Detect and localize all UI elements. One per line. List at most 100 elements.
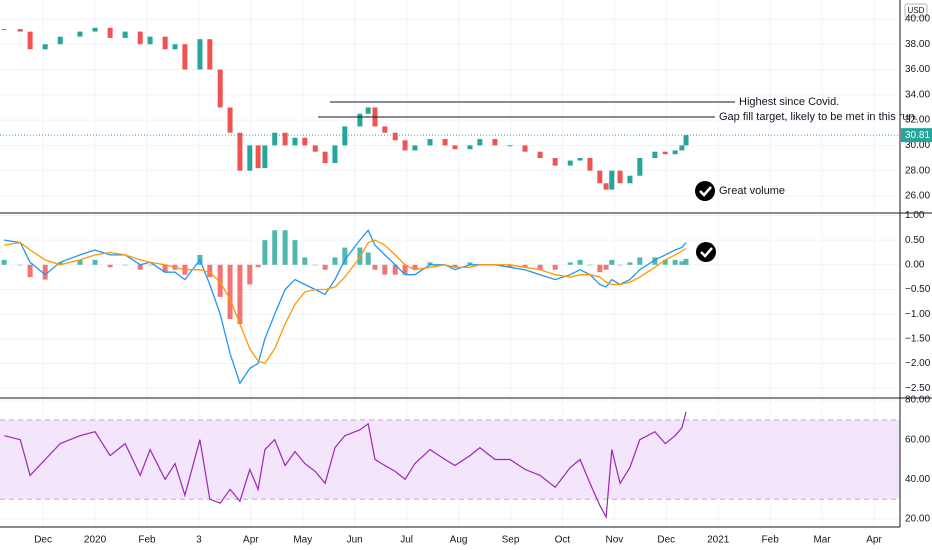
candle <box>27 31 33 50</box>
macd-histogram-bar <box>332 257 338 265</box>
macd-histogram-bar <box>247 264 253 285</box>
macd-histogram-bar <box>27 264 33 278</box>
y-tick-label: 0.00 <box>905 259 925 270</box>
candle <box>227 107 233 133</box>
candle <box>1 29 7 31</box>
candle <box>332 145 338 164</box>
macd-histogram-bar <box>162 264 168 273</box>
macd-histogram-bar <box>577 259 583 265</box>
macd-histogram-bar <box>302 257 308 265</box>
last-price-label: 30.81 <box>905 130 930 141</box>
candle <box>292 137 298 146</box>
y-tick-label: 1.00 <box>905 210 925 221</box>
macd-histogram-bar <box>322 264 328 270</box>
macd-histogram-bar <box>92 259 98 265</box>
annotation: Gap fill target, likely to be met in thi… <box>719 111 918 123</box>
macd-histogram-bar <box>365 252 371 265</box>
candle <box>597 170 603 184</box>
rsi-line <box>4 411 687 520</box>
candle <box>652 151 658 159</box>
candle <box>637 158 643 176</box>
candle <box>57 36 63 45</box>
candle <box>92 27 98 32</box>
y-tick-label: −0.50 <box>905 284 931 295</box>
candle <box>342 126 348 146</box>
macd-histogram-bar <box>272 230 278 265</box>
candle <box>255 145 261 169</box>
macd-histogram-bar <box>507 264 513 268</box>
candle <box>77 31 83 37</box>
y-tick-label: 40.00 <box>905 14 930 25</box>
y-tick-label: −1.00 <box>905 309 931 320</box>
x-tick-label: Sep <box>502 535 520 546</box>
candle <box>107 27 113 38</box>
x-tick-label: Oct <box>555 535 571 546</box>
macd-histogram-bar <box>42 264 48 280</box>
candle <box>182 44 188 70</box>
y-tick-label: 60.00 <box>905 434 930 445</box>
candle <box>207 39 213 70</box>
currency-box[interactable] <box>904 3 928 18</box>
macd-histogram-bar <box>672 259 678 265</box>
y-tick-label: 40.00 <box>905 474 930 485</box>
y-tick-label: 38.00 <box>905 39 930 50</box>
macd-histogram-bar <box>137 264 143 270</box>
macd-histogram-bar <box>652 257 658 265</box>
x-tick-label: Aug <box>450 535 468 546</box>
candle <box>172 44 178 50</box>
x-tick-label: 2020 <box>84 535 107 546</box>
macd-histogram-bar <box>77 259 83 265</box>
candle <box>137 31 143 45</box>
candle <box>122 31 128 38</box>
macd-histogram-bar <box>17 264 23 266</box>
candle <box>312 145 318 152</box>
macd-histogram-bar <box>587 264 593 266</box>
candle <box>672 150 678 155</box>
macd-histogram-bar <box>292 240 298 265</box>
macd-histogram-bar <box>603 264 609 270</box>
macd-histogram-bar <box>627 262 633 265</box>
candle <box>627 175 633 184</box>
y-tick-label: 0.50 <box>905 235 925 246</box>
check-icon <box>696 242 716 262</box>
macd-histogram-bar <box>597 264 603 273</box>
macd-histogram-bar <box>342 247 348 265</box>
candle <box>442 139 448 146</box>
macd-histogram-bar <box>412 264 418 270</box>
candle <box>452 145 458 150</box>
macd-histogram-bar <box>57 262 63 265</box>
y-tick-label: −1.50 <box>905 333 931 344</box>
y-tick-label: 34.00 <box>905 89 930 100</box>
macd-histogram-bar <box>522 264 528 268</box>
macd-histogram-bar <box>467 262 473 265</box>
annotation: Great volume <box>719 185 785 197</box>
marks <box>0 27 900 520</box>
candle <box>197 39 203 70</box>
candle <box>365 107 371 114</box>
candle <box>617 170 623 184</box>
rsi-band <box>0 419 900 500</box>
candle <box>272 132 278 146</box>
candle <box>467 145 473 150</box>
macd-histogram-bar <box>312 264 318 266</box>
macd-histogram-bar <box>227 264 233 320</box>
x-tick-label: Feb <box>138 535 156 546</box>
candle <box>412 145 418 151</box>
x-tick-label: 3 <box>196 535 202 546</box>
candle <box>567 160 573 166</box>
signal-line <box>4 239 687 365</box>
macd-histogram-bar <box>262 240 268 265</box>
macd-histogram-bar <box>567 262 573 265</box>
macd-histogram-bar <box>402 264 408 275</box>
y-tick-label: 30.00 <box>905 140 930 151</box>
y-tick-label: 20.00 <box>905 514 930 525</box>
candle <box>679 145 685 151</box>
candle <box>42 44 48 50</box>
candle <box>537 151 543 159</box>
candle <box>427 139 433 146</box>
grid <box>0 0 900 527</box>
candle <box>683 135 689 146</box>
macd-histogram-bar <box>282 230 288 265</box>
macd-histogram-bar <box>452 264 458 268</box>
